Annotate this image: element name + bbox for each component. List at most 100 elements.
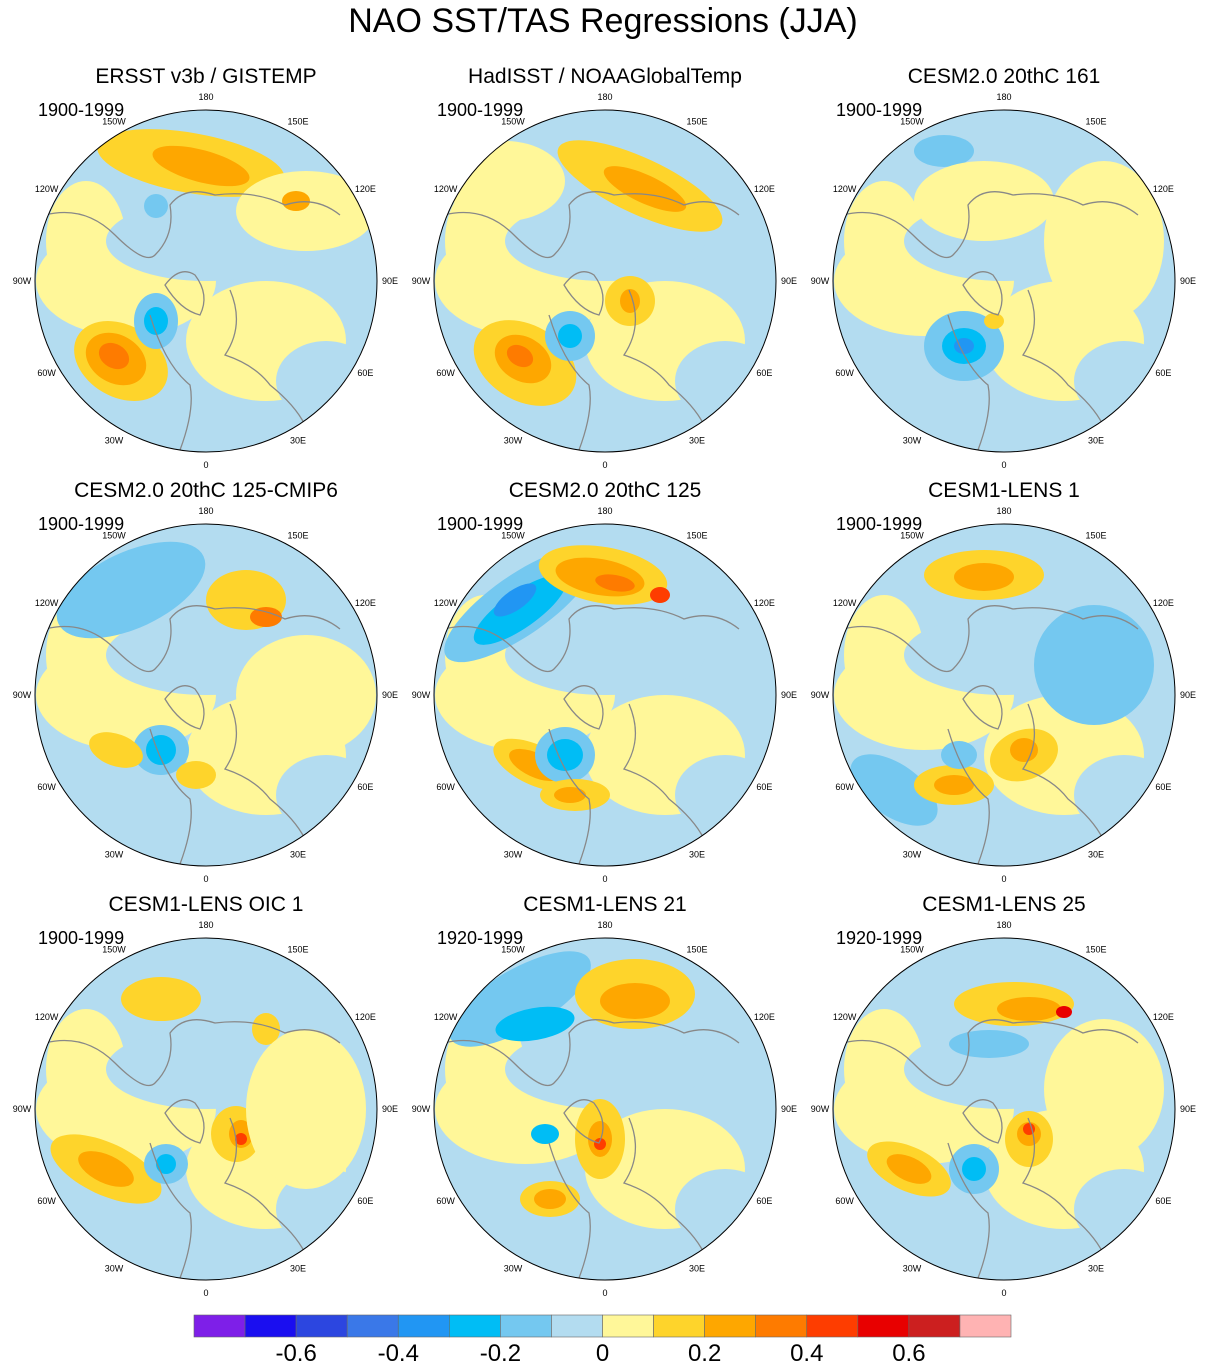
longitude-label: 60W bbox=[835, 1196, 854, 1206]
map-border bbox=[433, 109, 777, 453]
colorbar-tick-label: 0.6 bbox=[892, 1340, 926, 1367]
map-panel: 180 150E 120E 90E 60E 30E 0 30W 60W 90W 120W 150W CE… bbox=[404, 479, 806, 899]
anomaly-region bbox=[914, 135, 974, 167]
anomaly-region bbox=[600, 983, 670, 1019]
longitude-label: 120E bbox=[754, 1012, 775, 1022]
longitude-label: 120E bbox=[355, 1012, 376, 1022]
coastline-path bbox=[443, 605, 740, 673]
colorbar-segment bbox=[908, 1314, 961, 1338]
colorbar-tick-label: -0.2 bbox=[479, 1340, 522, 1367]
coastline-path bbox=[947, 1142, 990, 1279]
longitude-label: 60E bbox=[1155, 368, 1171, 378]
longitude-label: 120W bbox=[434, 598, 458, 608]
longitude-label: 60W bbox=[835, 782, 854, 792]
longitude-label: 0 bbox=[1001, 460, 1006, 470]
anomaly-region bbox=[144, 307, 168, 335]
longitude-label: 120E bbox=[754, 598, 775, 608]
longitude-label: 90E bbox=[1180, 1104, 1196, 1114]
coastline bbox=[443, 1019, 740, 1279]
longitude-label: 150W bbox=[900, 531, 924, 541]
panel-title: ERSST v3b / GISTEMP bbox=[95, 65, 317, 88]
polar-map: 180 150E 120E 90E 60E 30E 0 30W 60W 90W 120W 150W bbox=[13, 92, 398, 470]
map-border bbox=[34, 523, 378, 867]
anomaly-region bbox=[250, 607, 282, 627]
coastline-path bbox=[443, 191, 740, 259]
map-panel: 180 150E 120E 90E 60E 30E 0 30W 60W 90W 120W 150W CE… bbox=[404, 893, 806, 1313]
longitude-label: 150E bbox=[287, 531, 308, 541]
panel-period: 1900-1999 bbox=[836, 514, 923, 534]
anomaly-region bbox=[236, 635, 376, 755]
map-panel: 180 150E 120E 90E 60E 30E 0 30W 60W 90W 120W 150W CE… bbox=[803, 65, 1205, 485]
anomaly-region bbox=[941, 741, 977, 769]
longitude-label: 0 bbox=[203, 874, 208, 884]
panel-title: CESM1-LENS 21 bbox=[523, 893, 687, 916]
longitude-label: 120E bbox=[1153, 598, 1174, 608]
colorbar-segment bbox=[397, 1314, 450, 1338]
anomaly-region bbox=[246, 1029, 366, 1189]
polar-map: 180 150E 120E 90E 60E 30E 0 30W 60W 90W 120W 150W bbox=[412, 92, 797, 470]
panel-period: 1900-1999 bbox=[38, 100, 125, 120]
longitude-label: 30W bbox=[105, 849, 124, 859]
coastline-path bbox=[947, 314, 990, 451]
colorbar-segment bbox=[500, 1314, 552, 1338]
anomaly-region bbox=[603, 166, 687, 212]
longitude-label: 30E bbox=[689, 849, 705, 859]
anomaly-region bbox=[934, 775, 974, 795]
anomaly-region bbox=[445, 141, 565, 221]
anomaly-region bbox=[236, 171, 376, 251]
longitude-label: 0 bbox=[602, 874, 607, 884]
map-panel: 180 150E 120E 90E 60E 30E 0 30W 60W 90W 120W 150W CE… bbox=[5, 479, 407, 899]
colorbar-segment bbox=[346, 1314, 399, 1338]
coastline-path bbox=[164, 271, 205, 316]
longitude-label: 60W bbox=[37, 1196, 56, 1206]
longitude-label: 90W bbox=[412, 1104, 431, 1114]
anomaly-region bbox=[282, 191, 310, 211]
colorbar-tick-label: 0.4 bbox=[790, 1340, 824, 1367]
panel-period: 1900-1999 bbox=[437, 514, 524, 534]
longitude-label: 150W bbox=[900, 117, 924, 127]
coastline-path bbox=[149, 728, 192, 865]
anomaly-region bbox=[156, 1154, 176, 1174]
anomaly-region bbox=[252, 1013, 280, 1045]
longitude-label: 150W bbox=[501, 945, 525, 955]
longitude-label: 150E bbox=[686, 531, 707, 541]
panel-period: 1900-1999 bbox=[836, 100, 923, 120]
anomaly-region bbox=[954, 563, 1014, 591]
longitude-label: 180 bbox=[996, 506, 1011, 516]
longitude-label: 30W bbox=[105, 435, 124, 445]
longitude-label: 180 bbox=[996, 92, 1011, 102]
longitude-label: 90E bbox=[382, 690, 398, 700]
map-panel: 180 150E 120E 90E 60E 30E 0 30W 60W 90W 120W 150W CE… bbox=[5, 893, 407, 1313]
anomaly-region bbox=[949, 1030, 1029, 1058]
longitude-label: 180 bbox=[198, 506, 213, 516]
anomaly-region bbox=[844, 181, 924, 301]
colorbar-segment bbox=[551, 1314, 603, 1338]
panel-title: CESM1-LENS 1 bbox=[928, 479, 1080, 502]
colorbar-segment bbox=[244, 1314, 297, 1338]
anomaly-region bbox=[146, 735, 176, 765]
longitude-label: 30E bbox=[290, 435, 306, 445]
longitude-label: 120E bbox=[355, 184, 376, 194]
longitude-label: 120E bbox=[1153, 184, 1174, 194]
coastline-path bbox=[223, 703, 306, 840]
coastline-path bbox=[164, 1099, 205, 1144]
coastline-path bbox=[842, 1019, 1139, 1087]
longitude-label: 180 bbox=[597, 506, 612, 516]
anomaly-region bbox=[505, 1029, 705, 1109]
longitude-label: 60E bbox=[756, 368, 772, 378]
longitude-label: 120E bbox=[355, 598, 376, 608]
panel-period: 1900-1999 bbox=[437, 100, 524, 120]
longitude-label: 120W bbox=[35, 184, 59, 194]
anomaly-region bbox=[850, 754, 938, 826]
panel-period: 1920-1999 bbox=[437, 928, 524, 948]
colorbar-segment bbox=[755, 1314, 808, 1338]
longitude-label: 30E bbox=[689, 435, 705, 445]
longitude-label: 90E bbox=[1180, 690, 1196, 700]
coastline-path bbox=[1021, 1117, 1104, 1254]
longitude-label: 0 bbox=[1001, 1288, 1006, 1298]
longitude-label: 0 bbox=[1001, 874, 1006, 884]
longitude-label: 60E bbox=[756, 1196, 772, 1206]
longitude-label: 60W bbox=[436, 782, 455, 792]
longitude-label: 120W bbox=[833, 598, 857, 608]
longitude-label: 90E bbox=[781, 690, 797, 700]
